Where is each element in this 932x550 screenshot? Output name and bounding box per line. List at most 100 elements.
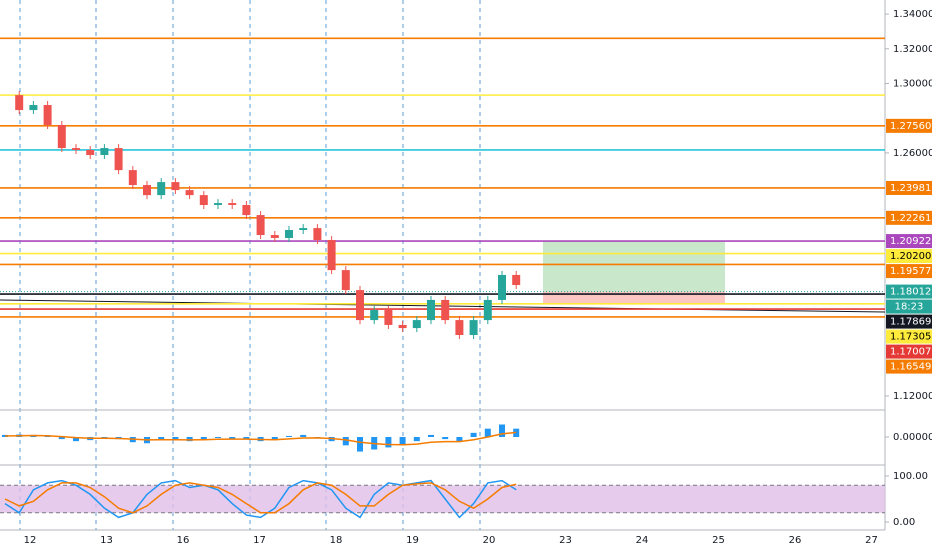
y-tick-label: 0.00000 (893, 432, 932, 443)
candle-body (86, 149, 95, 156)
candle-body (72, 148, 80, 150)
k-line (4, 479, 517, 519)
price-tag (886, 180, 932, 195)
histogram-bar (357, 437, 363, 452)
candle-body (356, 290, 364, 321)
histogram-bar (342, 437, 349, 446)
candle-body (157, 182, 166, 196)
price-tag (886, 359, 932, 374)
candle-body (313, 228, 322, 241)
histogram-bar (158, 437, 165, 440)
countdown-tag (886, 299, 932, 314)
histogram-bar (499, 424, 505, 437)
histogram-bar (399, 437, 406, 446)
histogram-bar (442, 437, 449, 440)
histogram-bar (215, 437, 221, 439)
histogram-bar (286, 435, 292, 437)
candle-body (114, 148, 123, 171)
candle-body (455, 320, 464, 336)
histogram-bar (243, 437, 250, 440)
signal-line (4, 431, 517, 446)
x-tick-label: 23 (559, 535, 572, 546)
x-tick-label: 26 (789, 535, 802, 546)
histogram-bar (200, 437, 207, 440)
x-tick-label: 12 (24, 535, 37, 546)
price-tag-label: 1.17305 (890, 332, 931, 343)
price-tag (886, 344, 932, 359)
histogram-bar (413, 437, 420, 442)
x-tick-label: 20 (483, 535, 496, 546)
price-tag (886, 210, 932, 225)
histogram-bar (428, 434, 434, 437)
price-tag (886, 249, 932, 264)
candle-body (498, 274, 506, 300)
price-tag-label: 1.22261 (890, 213, 931, 224)
y-tick-label: 100.00 (893, 471, 928, 482)
countdown-label: 18:23 (895, 302, 924, 313)
price-tag-label: 1.17007 (890, 347, 931, 358)
price-tag (886, 329, 932, 344)
price-tag-label: 1.20200 (890, 251, 931, 262)
candle-body (43, 105, 52, 125)
histogram-bar (229, 437, 236, 439)
x-tick-label: 16 (177, 535, 190, 546)
price-tag (886, 118, 932, 133)
candle-body (341, 270, 350, 291)
y-tick-label: 1.32000 (893, 44, 932, 55)
candle-body (242, 205, 251, 216)
price-tag (886, 264, 932, 279)
histogram-bar (300, 434, 307, 437)
candle-body (370, 310, 379, 321)
histogram-bar (271, 437, 278, 441)
histogram-bar (385, 437, 392, 448)
candle-body (427, 299, 435, 321)
candle-body (128, 170, 137, 186)
histogram-bar (470, 432, 477, 437)
y-tick-label: 1.30000 (893, 78, 932, 89)
candle-body (384, 310, 393, 325)
overbought-oversold-band (0, 485, 885, 513)
candle-body (441, 299, 450, 321)
x-tick-label: 19 (406, 535, 419, 546)
price-tag (886, 314, 932, 329)
candle-body (171, 182, 180, 191)
price-tag-label: 1.18012 (890, 287, 931, 298)
y-tick-label: 1.12000 (893, 391, 932, 402)
price-tag-label: 1.20922 (890, 236, 931, 247)
candle-body (285, 229, 293, 238)
candle-body (299, 228, 308, 230)
price-tag (886, 234, 932, 249)
candle-body (228, 203, 237, 205)
candle-body (15, 95, 24, 111)
x-tick-label: 27 (865, 535, 878, 546)
x-tick-label: 13 (100, 535, 113, 546)
candle-body (57, 124, 66, 149)
y-tick-label: 0.00 (893, 517, 915, 528)
candle-body (398, 324, 407, 329)
candle-body (412, 320, 421, 329)
candle-body (143, 185, 151, 196)
y-tick-label: 1.34000 (893, 9, 932, 20)
candle-body (100, 148, 109, 156)
x-tick-label: 24 (636, 535, 649, 546)
candle-body (29, 105, 38, 111)
take-profit-zone (543, 241, 725, 292)
candle-body (512, 274, 521, 286)
candle-body (327, 240, 336, 271)
histogram-bar (186, 437, 193, 442)
histogram-bar (484, 428, 491, 437)
candle-body (214, 203, 222, 205)
x-tick-label: 18 (330, 535, 343, 546)
candle-body (185, 190, 194, 196)
x-tick-label: 17 (253, 535, 266, 546)
histogram-bar (58, 437, 65, 440)
price-tag-label: 1.17869 (890, 317, 931, 328)
candle-body (469, 320, 478, 336)
price-tag (886, 284, 932, 299)
price-tag-label: 1.27560 (890, 121, 931, 132)
price-tag-label: 1.19577 (890, 266, 931, 277)
y-tick-label: 1.26000 (893, 148, 932, 159)
histogram-bar (456, 437, 463, 442)
histogram-bar (172, 437, 179, 441)
price-tag-label: 1.16549 (890, 362, 931, 373)
